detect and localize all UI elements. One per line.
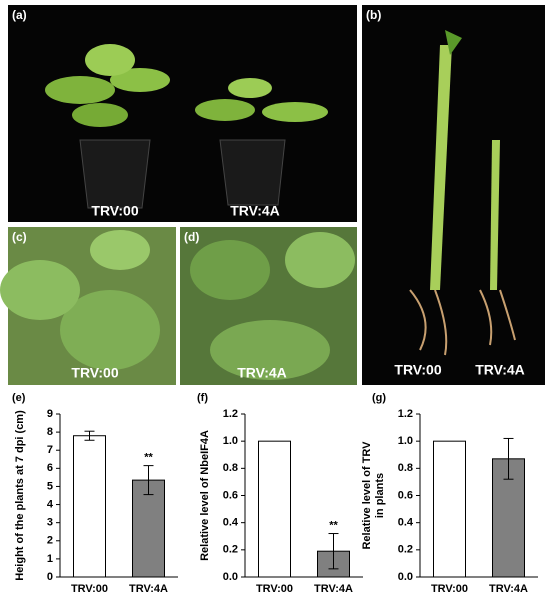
photo-caption: TRV:00	[71, 365, 118, 381]
y-tick-label: 0.8	[398, 462, 413, 474]
y-axis-label: Relative level of NbeIF4A	[199, 430, 211, 561]
y-tick-label: 0.8	[223, 462, 238, 474]
panel-label: (c)	[12, 230, 27, 244]
y-tick-label: 0	[47, 571, 53, 583]
panel-label: (d)	[184, 230, 199, 244]
y-tick-label: 0.2	[398, 544, 413, 556]
y-tick-label: 3	[47, 517, 53, 529]
photo-caption: TRV:4A	[475, 362, 525, 378]
x-tick-label: TRV:4A	[129, 583, 168, 595]
y-tick-label: 0.4	[398, 517, 414, 529]
significance-label: **	[144, 452, 153, 464]
y-tick-label: 0.0	[223, 571, 238, 583]
y-tick-label: 7	[47, 444, 53, 456]
x-tick-label: TRV:4A	[489, 583, 528, 595]
x-tick-label: TRV:00	[431, 583, 468, 595]
y-tick-label: 1	[47, 553, 53, 565]
panel-label: (e)	[12, 392, 26, 404]
leaf-illustration	[0, 230, 160, 370]
y-tick-label: 0.6	[223, 489, 238, 501]
panel-label: (a)	[12, 8, 27, 22]
y-axis-label: in plants	[374, 473, 386, 518]
photo-caption: TRV:00	[91, 203, 138, 219]
stem-illustration	[409, 30, 516, 356]
y-tick-label: 1.2	[223, 408, 238, 420]
y-axis-label: Relative level of TRV	[361, 441, 373, 550]
y-tick-label: 9	[47, 408, 53, 420]
y-tick-label: 6	[47, 462, 53, 474]
leaf-illustration	[190, 232, 355, 380]
y-tick-label: 0.4	[223, 517, 239, 529]
x-tick-label: TRV:00	[256, 583, 293, 595]
y-tick-label: 8	[47, 426, 53, 438]
bar	[433, 440, 466, 578]
x-tick-label: TRV:4A	[314, 583, 353, 595]
y-tick-label: 0.6	[398, 489, 413, 501]
y-axis-label: Height of the plants at 7 dpi (cm)	[14, 410, 26, 581]
bar	[73, 435, 106, 578]
photo-caption: TRV:4A	[230, 203, 280, 219]
panel-label: (b)	[366, 8, 381, 22]
y-tick-label: 2	[47, 535, 53, 547]
y-tick-label: 5	[47, 480, 53, 492]
y-tick-label: 0.2	[223, 544, 238, 556]
bar	[258, 440, 291, 578]
x-tick-label: TRV:00	[71, 583, 108, 595]
photo-caption: TRV:00	[394, 362, 441, 378]
y-tick-label: 0.0	[398, 571, 413, 583]
y-tick-label: 4	[47, 498, 54, 510]
y-tick-label: 1.0	[398, 435, 413, 447]
panel-label: (f)	[197, 392, 208, 404]
y-tick-label: 1.2	[398, 408, 413, 420]
significance-label: **	[329, 519, 338, 531]
y-tick-label: 1.0	[223, 435, 238, 447]
panel-label: (g)	[372, 392, 386, 404]
plant-illustration	[45, 44, 328, 209]
photo-caption: TRV:4A	[237, 365, 287, 381]
photo-b	[362, 5, 545, 385]
